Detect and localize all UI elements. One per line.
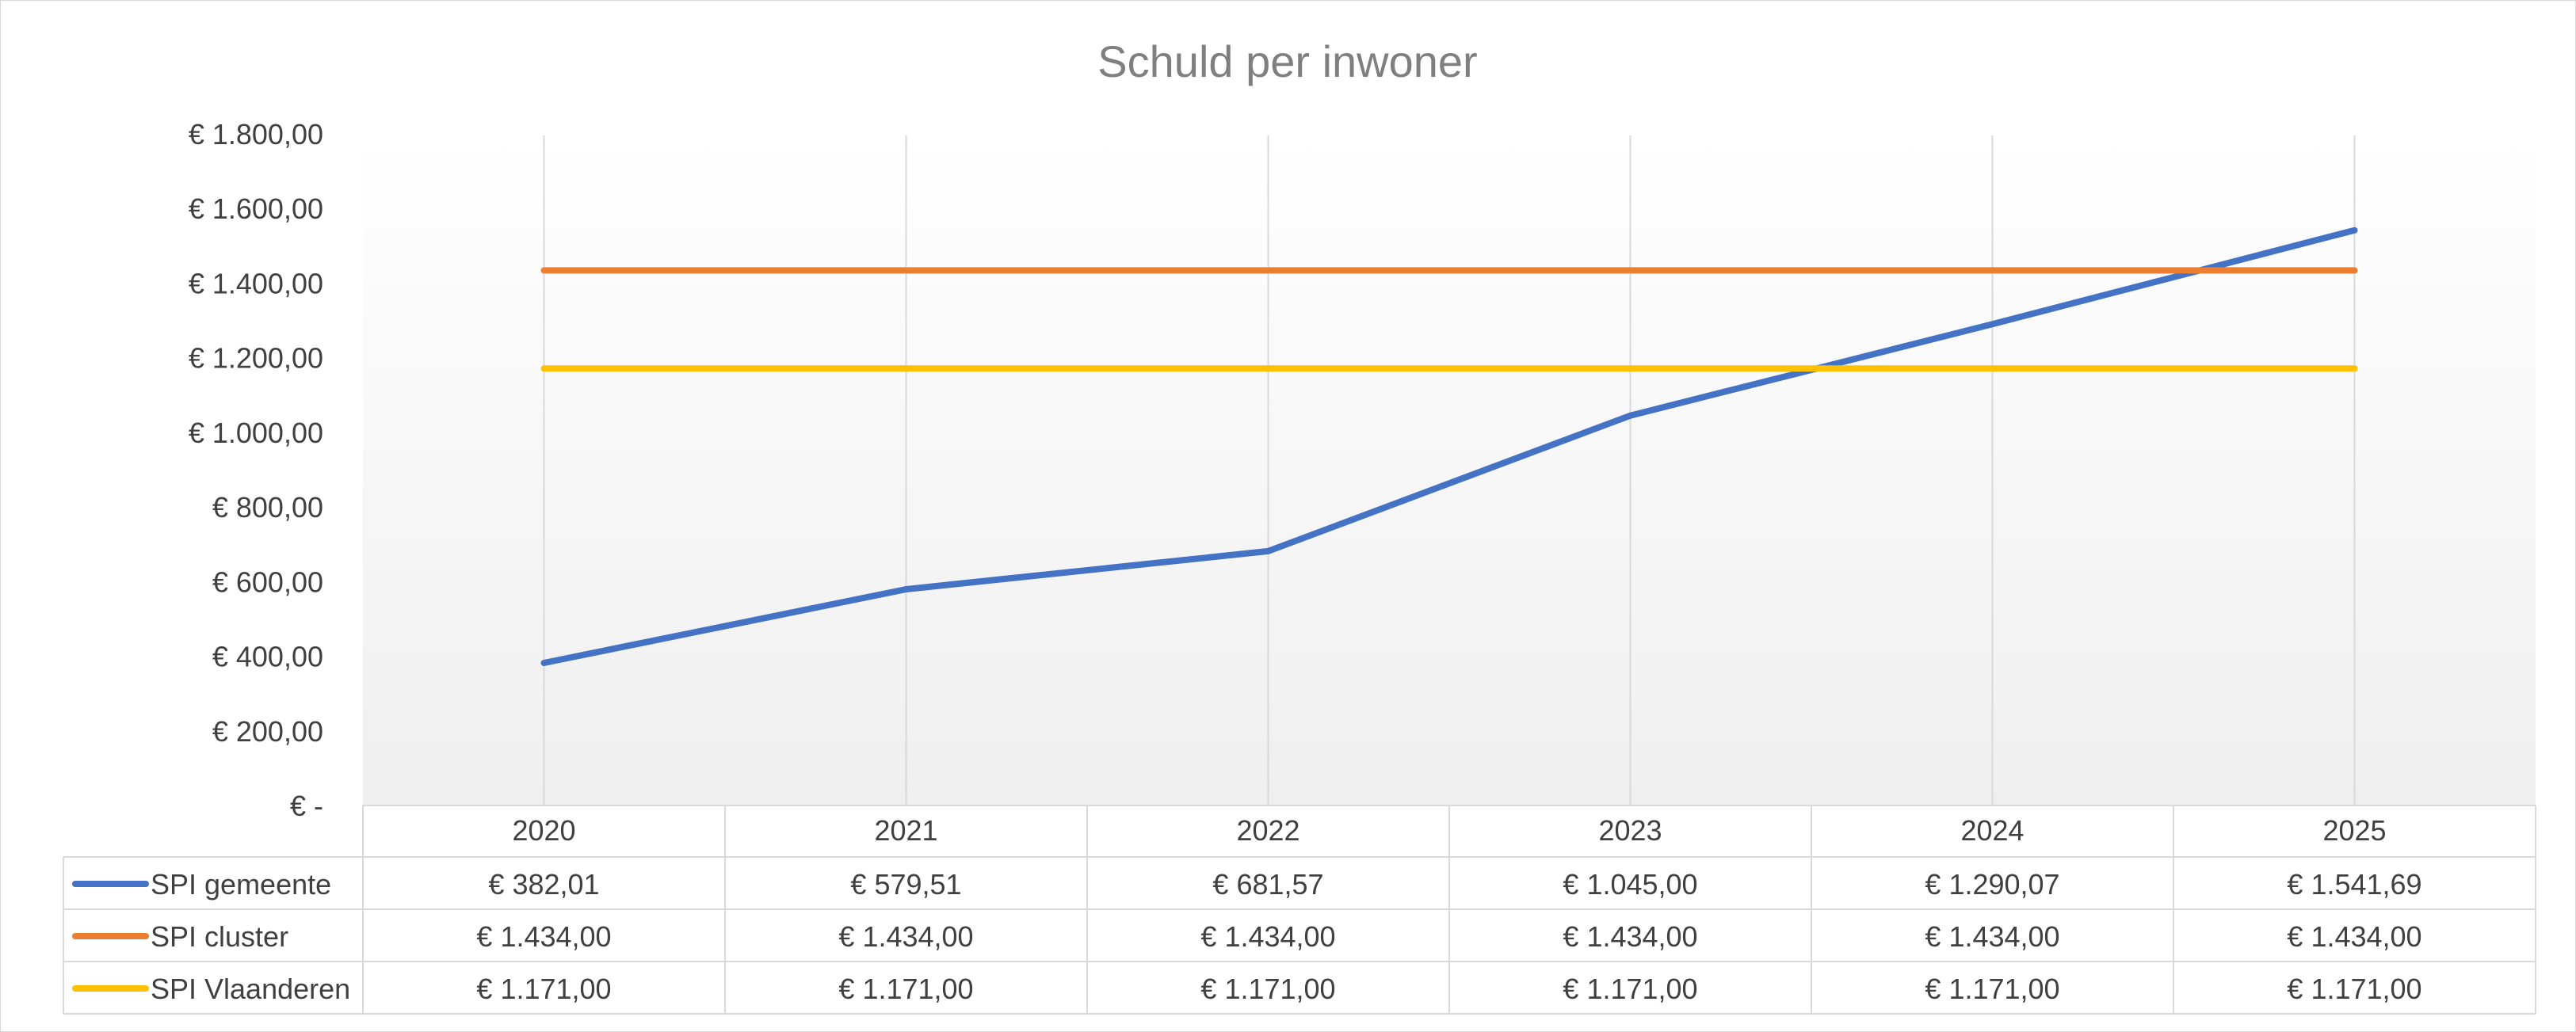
y-tick-label: € 200,00: [212, 715, 323, 748]
legend-label: SPI Vlaanderen: [151, 973, 350, 1005]
chart-title: Schuld per inwoner: [1097, 36, 1477, 86]
y-tick-label: € 1.600,00: [189, 192, 323, 225]
data-label: € 1.171,00: [1200, 973, 1335, 1005]
data-label: € 1.045,00: [1563, 868, 1697, 901]
data-label: € 1.171,00: [1925, 973, 2059, 1005]
y-axis: € - € 200,00 € 400,00 € 600,00 € 800,00 € 1.0…: [189, 118, 323, 822]
y-tick-label: € 1.800,00: [189, 118, 323, 150]
data-label: € 1.171,00: [476, 973, 611, 1005]
data-label: € 1.434,00: [1563, 920, 1697, 953]
data-label: € 579,51: [850, 868, 961, 901]
data-label: € 1.434,00: [2287, 920, 2421, 953]
data-label: € 1.434,00: [476, 920, 611, 953]
y-tick-label: € 600,00: [212, 566, 323, 598]
data-label: € 1.434,00: [1925, 920, 2059, 953]
legend-label: SPI gemeente: [151, 868, 331, 901]
x-tick-label: 2025: [2322, 814, 2386, 847]
data-label: € 1.171,00: [2287, 973, 2421, 1005]
data-label: € 1.171,00: [838, 973, 973, 1005]
legend-label: SPI cluster: [151, 920, 288, 953]
x-tick-label: 2021: [874, 814, 937, 847]
data-label: € 1.434,00: [1200, 920, 1335, 953]
x-tick-label: 2020: [512, 814, 575, 847]
x-tick-label: 2024: [1960, 814, 2024, 847]
data-label: € 681,57: [1212, 868, 1323, 901]
y-tick-label: € 400,00: [212, 641, 323, 673]
data-label: € 1.171,00: [1563, 973, 1697, 1005]
data-label: € 1.434,00: [838, 920, 973, 953]
data-label: € 1.541,69: [2287, 868, 2421, 901]
data-table: 2020 2021 2022 2023 2024 2025 SPI gemeente € 38…: [63, 805, 2536, 1015]
x-tick-label: 2022: [1236, 814, 1299, 847]
y-tick-label: € 1.400,00: [189, 267, 323, 299]
series-line-1: [540, 227, 2358, 666]
data-label: € 382,01: [488, 868, 599, 901]
y-tick-label: € 800,00: [212, 491, 323, 524]
y-tick-label: € -: [290, 790, 323, 822]
data-label: € 1.290,07: [1925, 868, 2059, 901]
series-lines: [540, 227, 2358, 666]
grid-lines: [543, 135, 2356, 805]
plot-area: [363, 134, 2536, 805]
x-tick-label: 2023: [1598, 814, 1662, 847]
y-tick-label: € 1.000,00: [189, 417, 323, 449]
y-tick-label: € 1.200,00: [189, 342, 323, 375]
